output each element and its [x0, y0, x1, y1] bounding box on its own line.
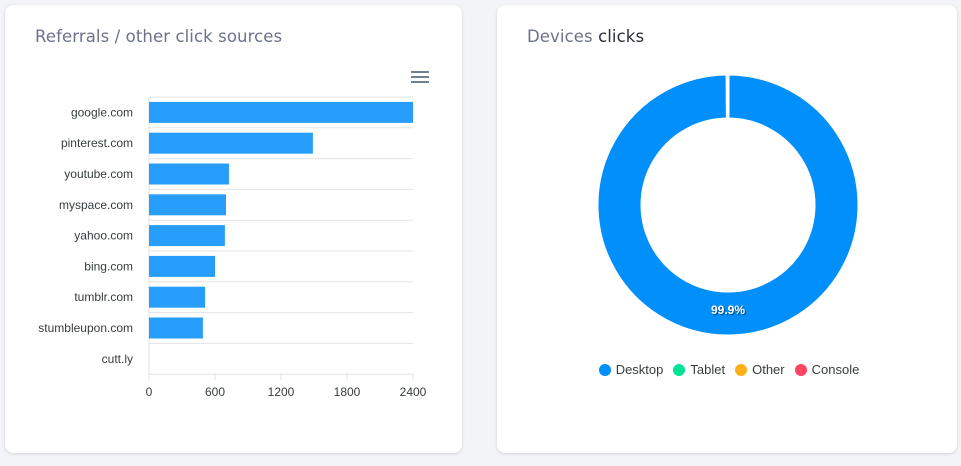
referrals-card: Referrals / other click sources google.c…: [5, 5, 462, 453]
category-label: myspace.com: [59, 198, 133, 212]
category-label: pinterest.com: [61, 136, 133, 150]
x-tick-label: 2400: [400, 385, 427, 399]
devices-title-part2: clicks: [592, 27, 645, 46]
category-label: cutt.ly: [102, 352, 133, 366]
bar-youtube.com[interactable]: [149, 163, 229, 185]
category-label: youtube.com: [64, 167, 133, 181]
legend-item-tablet[interactable]: Tablet: [673, 362, 725, 377]
devices-title-part1: Devices: [527, 27, 593, 46]
legend-label: Other: [752, 362, 785, 377]
x-tick-label: 600: [205, 385, 225, 399]
legend-item-other[interactable]: Other: [735, 362, 785, 377]
bar-bing.com[interactable]: [149, 255, 215, 277]
category-label: google.com: [71, 105, 133, 119]
legend-label: Console: [811, 362, 860, 377]
referrals-bar-chart: google.com pinterest.com youtube.com myspac…: [38, 96, 427, 399]
legend-marker-icon: [794, 363, 807, 376]
bar-myspace.com[interactable]: [149, 194, 226, 216]
category-label: bing.com: [84, 259, 133, 273]
hamburger-menu-icon[interactable]: [411, 71, 429, 85]
devices-title: Devices clicks: [527, 27, 644, 46]
referrals-title: Referrals / other click sources: [35, 27, 283, 46]
bar-tumblr.com[interactable]: [149, 286, 206, 308]
legend-marker-icon: [598, 363, 611, 376]
legend-marker-icon: [735, 363, 748, 376]
category-label: yahoo.com: [74, 229, 133, 243]
x-tick-label: 1200: [268, 385, 295, 399]
x-tick-label: 1800: [334, 385, 361, 399]
bar-pinterest.com[interactable]: [149, 132, 313, 154]
donut-data-label: 99.9%: [711, 303, 745, 317]
legend-label: Tablet: [690, 362, 726, 377]
legend-item-console[interactable]: Console: [794, 362, 860, 377]
legend-label: Desktop: [615, 362, 664, 377]
category-label: tumblr.com: [74, 290, 133, 304]
bar-stumbleupon.com[interactable]: [149, 317, 203, 339]
devices-card: Devices clicks 99.9% Desktop Tablet Other C…: [497, 5, 957, 453]
category-label: stumbleupon.com: [38, 321, 133, 335]
donut-slice-desktop[interactable]: [595, 72, 861, 338]
legend-marker-icon: [673, 363, 686, 376]
bar-yahoo.com[interactable]: [149, 225, 225, 247]
x-tick-label: 0: [146, 385, 153, 399]
devices-legend: Desktop Tablet Other Console: [497, 362, 957, 377]
bar-google.com[interactable]: [149, 101, 413, 123]
devices-donut-chart: 99.9%: [595, 72, 861, 338]
legend-item-desktop[interactable]: Desktop: [598, 362, 664, 377]
